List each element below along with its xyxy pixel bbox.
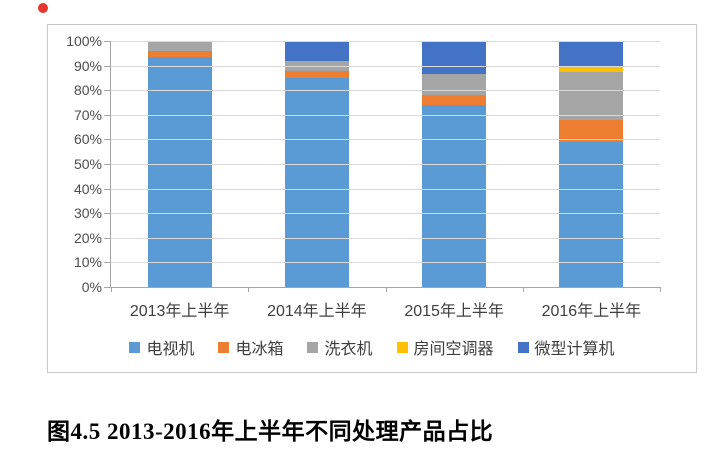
y-axis-label: 70%	[73, 106, 102, 123]
legend-label: 电冰箱	[235, 341, 284, 358]
y-axis-label: 100%	[66, 33, 102, 49]
chart-panel: 100% 90% 80% 70% 60% 50% 40% 30% 20% 10% 0% 2013年上…	[47, 24, 697, 373]
bar-segment-房间空调器	[559, 66, 624, 72]
red-dot	[38, 3, 48, 13]
y-axis-tickmark	[104, 262, 111, 264]
x-axis-tickmark	[111, 287, 112, 292]
legend-label: 电视机	[146, 341, 195, 358]
legend-label: 房间空调器	[413, 341, 494, 358]
y-axis-tickmark	[104, 90, 111, 92]
bar-segment-微型计算机	[559, 41, 624, 67]
y-axis-tickmark	[104, 188, 111, 190]
bar-segment-电视机	[147, 57, 212, 287]
y-axis-label: 20%	[73, 229, 102, 246]
legend-swatch	[129, 341, 141, 353]
legend-swatch	[396, 341, 408, 353]
stacked-bar	[422, 41, 487, 287]
legend-label: 微型计算机	[534, 341, 615, 358]
legend-swatch	[517, 341, 529, 353]
stacked-bar	[284, 41, 349, 287]
y-axis-tickmark	[104, 213, 111, 215]
x-axis-label: 2013年上半年	[129, 303, 230, 320]
x-axis-tickmark	[385, 287, 387, 292]
legend-swatch	[307, 341, 319, 353]
x-axis-tickmark	[522, 287, 524, 292]
legend-item: 电冰箱	[218, 335, 283, 359]
bars-row	[111, 41, 660, 287]
gridline	[111, 41, 660, 42]
y-axis-label: 40%	[73, 180, 102, 197]
y-axis-label: 90%	[73, 57, 102, 74]
y-axis-label: 0%	[81, 279, 102, 295]
bar-cell	[248, 41, 385, 287]
x-axis-tickmark	[248, 287, 250, 292]
y-axis-label: 30%	[73, 205, 102, 222]
y-axis-label: 10%	[73, 254, 102, 271]
bar-segment-电冰箱	[422, 95, 487, 105]
bar-segment-洗衣机	[422, 74, 487, 96]
bar-segment-电冰箱	[284, 70, 349, 78]
y-axis-label: 50%	[73, 156, 102, 172]
y-axis-tickmark	[104, 287, 111, 288]
y-axis-tickmark	[104, 65, 111, 67]
y-axis-label: 60%	[73, 131, 102, 148]
gridline	[111, 114, 660, 116]
y-axis-tickmark	[104, 114, 111, 116]
legend: 电视机 电冰箱 洗衣机 房间空调器 微型计算机	[48, 335, 696, 359]
bar-cell	[111, 41, 248, 287]
plot-area	[104, 41, 661, 292]
x-axis-label: 2014年上半年	[267, 303, 367, 320]
gridline	[111, 262, 660, 264]
bar-segment-电冰箱	[559, 119, 624, 142]
legend-swatch	[218, 341, 230, 353]
legend-label: 洗衣机	[324, 341, 373, 358]
x-axis-labels: 2013年上半年 2014年上半年 2015年上半年 2016年上半年	[111, 297, 660, 321]
gridline	[111, 90, 660, 92]
y-axis-labels: 100% 90% 80% 70% 60% 50% 40% 30% 20% 10% 0%	[52, 34, 102, 294]
gridline	[111, 139, 660, 141]
y-axis-tickmark	[104, 237, 111, 239]
gridline	[111, 213, 660, 215]
y-axis-tickmark	[104, 41, 111, 42]
bar-segment-电视机	[284, 77, 349, 287]
legend-item: 洗衣机	[307, 335, 373, 359]
bar-segment-洗衣机	[147, 42, 212, 51]
y-axis-label: 80%	[73, 82, 102, 99]
bar-cell	[386, 41, 523, 287]
stacked-bar	[147, 41, 212, 287]
x-axis-label: 2015年上半年	[404, 303, 504, 320]
bar-segment-洗衣机	[559, 71, 624, 120]
y-axis-tickmark	[104, 139, 111, 141]
legend-item: 电视机	[129, 335, 194, 359]
bar-segment-微型计算机	[422, 41, 487, 75]
bar-segment-微型计算机	[284, 41, 349, 61]
gridline	[111, 237, 660, 239]
gridline	[111, 188, 660, 190]
gridline	[111, 164, 660, 165]
bar-segment-电冰箱	[147, 50, 212, 57]
gridline	[111, 65, 660, 67]
legend-item: 房间空调器	[396, 335, 494, 359]
y-axis-tickmark	[104, 164, 111, 165]
figure-caption: 图4.5 2013-2016年上半年不同处理产品占比	[47, 419, 494, 444]
bar-segment-电视机	[422, 104, 487, 287]
x-axis-tickmark	[660, 287, 661, 292]
legend-item: 微型计算机	[517, 335, 615, 359]
x-axis-label: 2016年上半年	[541, 303, 642, 320]
